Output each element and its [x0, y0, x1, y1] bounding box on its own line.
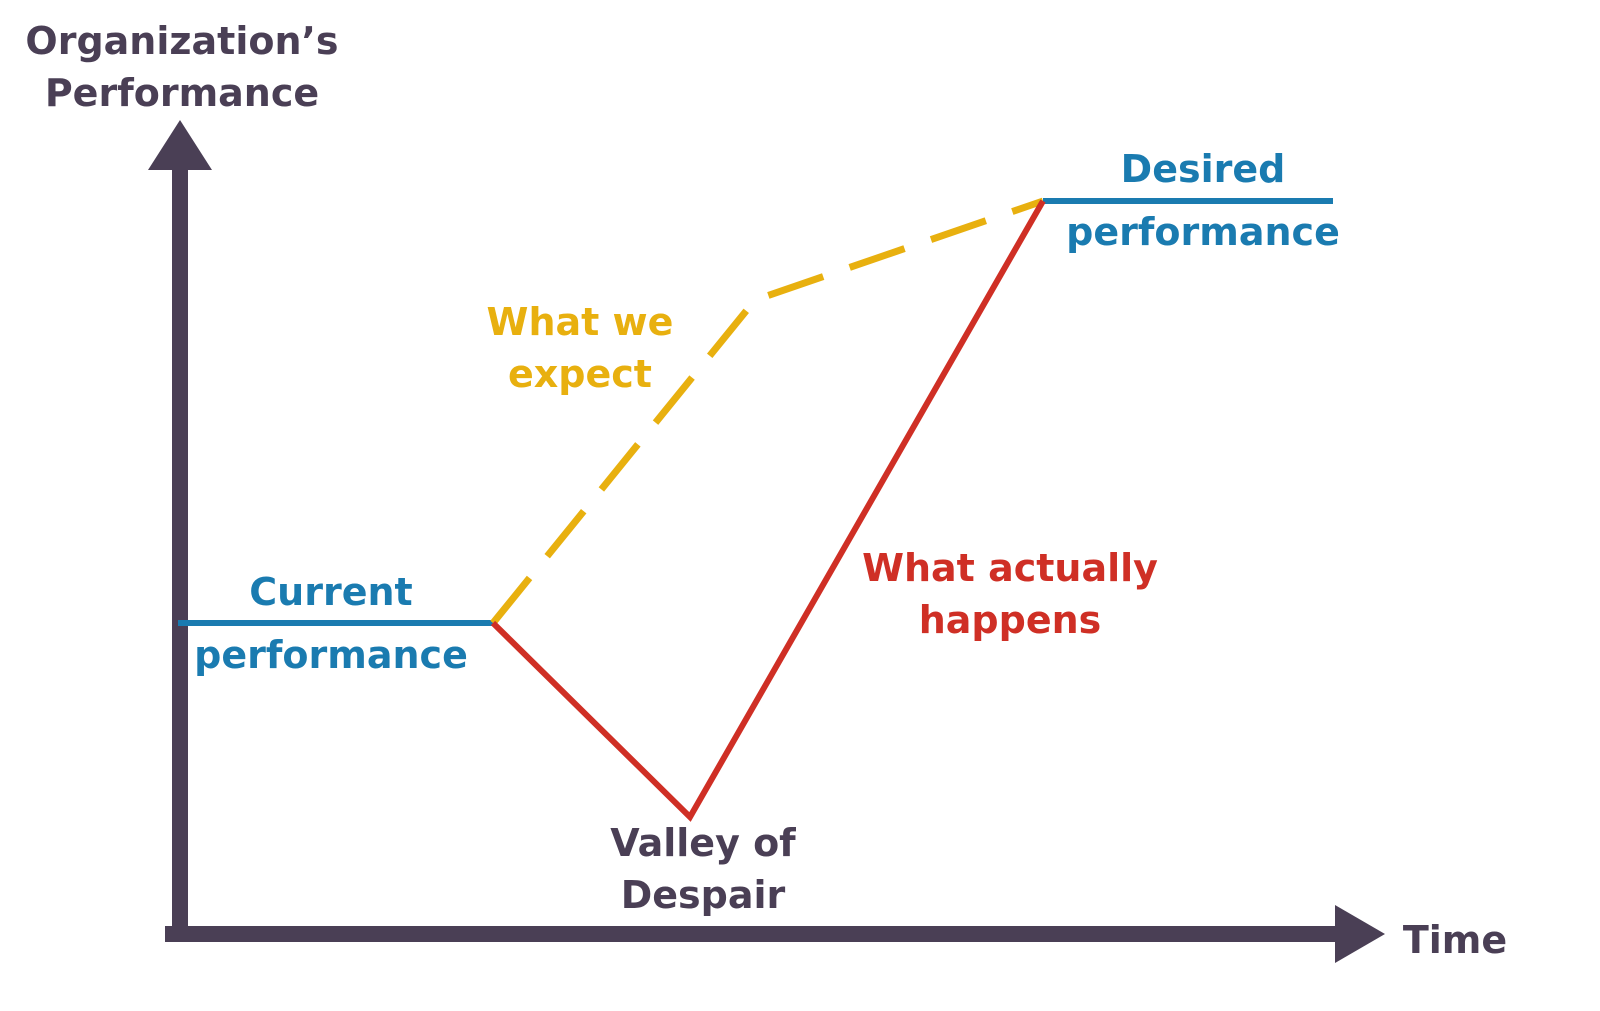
actual-path-line	[490, 199, 1046, 822]
desired-performance-label-line1: Desired	[1121, 147, 1286, 191]
y-axis-label-line1: Organization’s	[25, 19, 338, 63]
expected-path-line	[490, 197, 1045, 626]
actual-label-line1: What actually	[862, 546, 1158, 590]
x-axis-arrowhead	[1335, 905, 1385, 963]
valley-label-line1: Valley of	[610, 821, 796, 865]
expected-label-line2: expect	[508, 352, 652, 396]
y-axis-label-line2: Performance	[45, 71, 319, 115]
desired-performance-label-line2: performance	[1066, 210, 1340, 254]
x-axis-label: Time	[1403, 918, 1507, 962]
y-axis-arrowhead	[148, 120, 212, 170]
actual-label-line2: happens	[919, 598, 1102, 642]
valley-label-line2: Despair	[621, 873, 786, 917]
current-performance-label-line2: performance	[194, 633, 468, 677]
expected-label-line1: What we	[487, 300, 674, 344]
current-performance-label-line1: Current	[249, 570, 412, 614]
